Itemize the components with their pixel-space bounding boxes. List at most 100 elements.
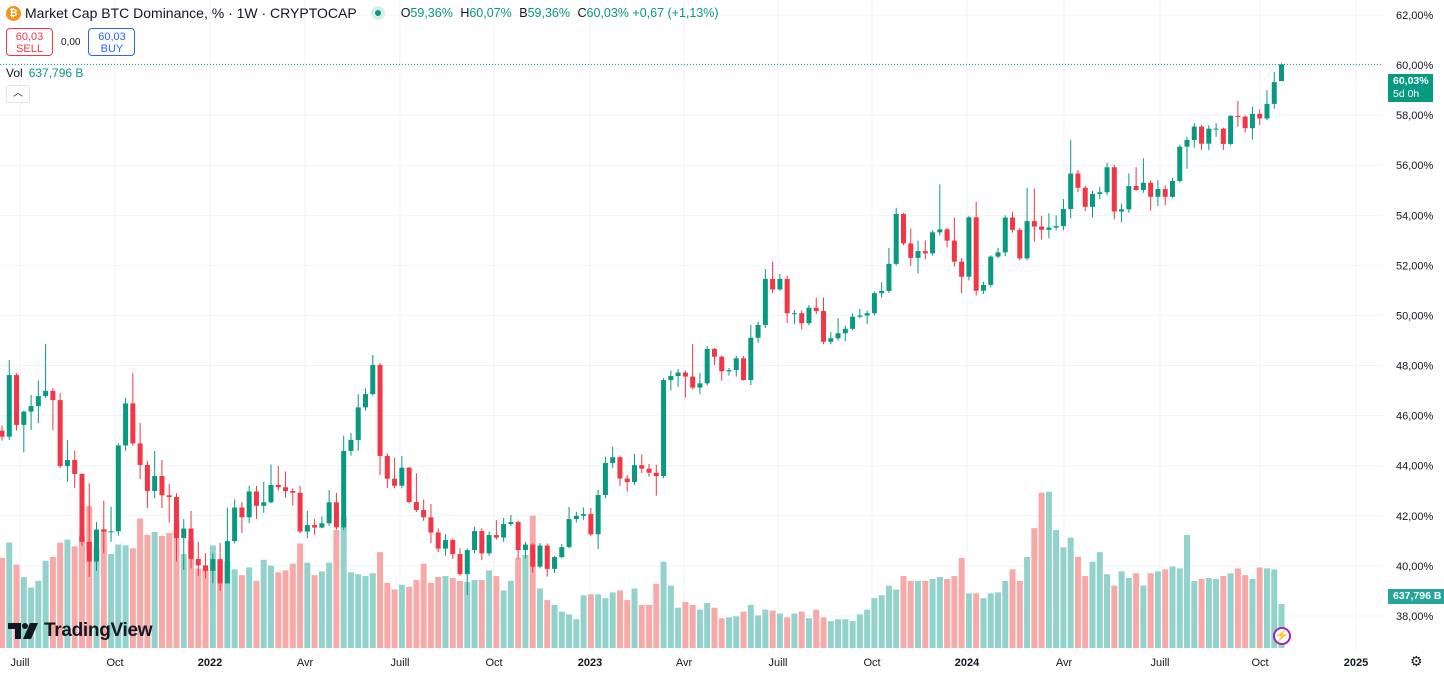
candle-body bbox=[1140, 182, 1146, 191]
candle-body bbox=[1039, 226, 1045, 230]
candle bbox=[697, 373, 703, 395]
volume-bar bbox=[158, 535, 165, 648]
candle bbox=[1010, 211, 1016, 233]
volume-bar bbox=[282, 570, 289, 648]
volume-bar bbox=[675, 607, 682, 648]
price-tick-label: 50,00% bbox=[1396, 310, 1434, 322]
price-tick-label: 44,00% bbox=[1396, 461, 1434, 473]
price-tick-label: 56,00% bbox=[1396, 160, 1434, 172]
candle bbox=[181, 519, 187, 570]
candle bbox=[544, 543, 550, 577]
low-value: 59,36% bbox=[527, 6, 570, 20]
candle-body bbox=[501, 524, 507, 538]
candle bbox=[748, 324, 754, 386]
volume-bar bbox=[835, 619, 842, 648]
volume-bar bbox=[464, 581, 471, 648]
volume-bar bbox=[1053, 530, 1060, 648]
volume-bar bbox=[871, 598, 878, 648]
high-value: 60,07% bbox=[469, 6, 512, 20]
candle-body bbox=[224, 541, 230, 584]
buy-button[interactable]: 60,03 BUY bbox=[88, 28, 136, 56]
candle bbox=[784, 275, 790, 323]
candle bbox=[719, 355, 725, 381]
candle bbox=[1031, 188, 1037, 242]
volume-bar bbox=[442, 576, 449, 648]
candle-body bbox=[1082, 187, 1088, 207]
market-status-icon[interactable] bbox=[370, 6, 385, 20]
candle-body bbox=[355, 407, 361, 440]
candle-body bbox=[1111, 167, 1117, 212]
candle bbox=[297, 486, 303, 534]
volume-bar bbox=[1271, 569, 1278, 648]
volume-bar bbox=[624, 600, 631, 648]
sell-button[interactable]: 60,03 SELL bbox=[6, 28, 53, 56]
candle bbox=[1068, 140, 1074, 219]
candle-body bbox=[857, 315, 863, 317]
volume-bar bbox=[951, 576, 958, 648]
volume-bar bbox=[347, 572, 354, 648]
collapse-legend-button[interactable]: ︿ bbox=[6, 85, 30, 103]
volume-bar bbox=[486, 570, 493, 648]
tradingview-logo[interactable]: TradingView bbox=[8, 620, 153, 642]
candle-body bbox=[1257, 113, 1263, 119]
volume-bar bbox=[638, 604, 645, 648]
volume-bar bbox=[522, 555, 529, 648]
candle bbox=[741, 356, 747, 381]
price-tick-label: 38,00% bbox=[1396, 611, 1434, 623]
volume-bar bbox=[253, 580, 260, 648]
candle bbox=[363, 388, 368, 411]
volume-bar bbox=[71, 546, 78, 648]
candle bbox=[900, 212, 906, 246]
volume-bar bbox=[1133, 573, 1140, 648]
volume-bar bbox=[188, 540, 195, 648]
volume-bar bbox=[326, 562, 333, 648]
candle-body bbox=[1155, 189, 1161, 197]
volume-bar bbox=[827, 621, 834, 648]
volume-bar bbox=[733, 616, 740, 648]
gear-icon[interactable]: ⚙ bbox=[1410, 653, 1423, 669]
volume-bar bbox=[355, 574, 362, 648]
candle-body bbox=[479, 531, 485, 554]
candle bbox=[639, 454, 645, 473]
volume-bar bbox=[740, 611, 747, 648]
volume-bar bbox=[1162, 569, 1169, 648]
candle-body bbox=[1010, 217, 1016, 230]
volume-bar bbox=[180, 554, 187, 648]
volume-bar bbox=[667, 585, 674, 648]
candle bbox=[253, 485, 259, 520]
volume-bar bbox=[776, 613, 783, 648]
candle bbox=[1257, 109, 1263, 125]
candle-body bbox=[115, 445, 121, 532]
candle-body bbox=[1031, 221, 1037, 227]
candle bbox=[1235, 100, 1241, 127]
candle bbox=[1199, 125, 1205, 150]
volume-bar bbox=[616, 590, 623, 648]
candle bbox=[94, 522, 100, 571]
candle-body bbox=[741, 358, 747, 381]
volume-bar bbox=[224, 561, 231, 648]
volume-bar bbox=[820, 617, 827, 648]
volume-bar bbox=[864, 609, 871, 648]
candle bbox=[1155, 180, 1161, 207]
candle bbox=[995, 247, 1001, 259]
time-axis[interactable]: Juill Oct 2022 Avr Juill Oct 2023 Avr Juill Oct 20… bbox=[11, 657, 1369, 669]
lightning-icon[interactable]: ⚡ bbox=[1273, 627, 1291, 645]
candle bbox=[86, 483, 92, 577]
candle-body bbox=[508, 522, 514, 525]
volume-bar bbox=[1242, 575, 1249, 648]
candle-body bbox=[900, 214, 906, 244]
candle-body bbox=[173, 497, 179, 539]
time-tick-label: Juill bbox=[1151, 657, 1170, 669]
volume-bar bbox=[1016, 580, 1023, 648]
volume-bar bbox=[573, 619, 580, 648]
price-axis[interactable]: 62,00% 60,00% 58,00% 56,00% 54,00% 52,00% 50,0… bbox=[1396, 10, 1434, 623]
candle bbox=[631, 453, 637, 486]
volume-bar bbox=[0, 557, 5, 648]
symbol-title[interactable]: Market Cap BTC Dominance, % · 1W · CRYPT… bbox=[25, 5, 357, 21]
volume-bar bbox=[1074, 556, 1081, 648]
candle-body bbox=[980, 284, 986, 291]
candle-body bbox=[791, 313, 797, 315]
volume-bar bbox=[813, 609, 820, 648]
candle-body bbox=[1279, 64, 1285, 82]
